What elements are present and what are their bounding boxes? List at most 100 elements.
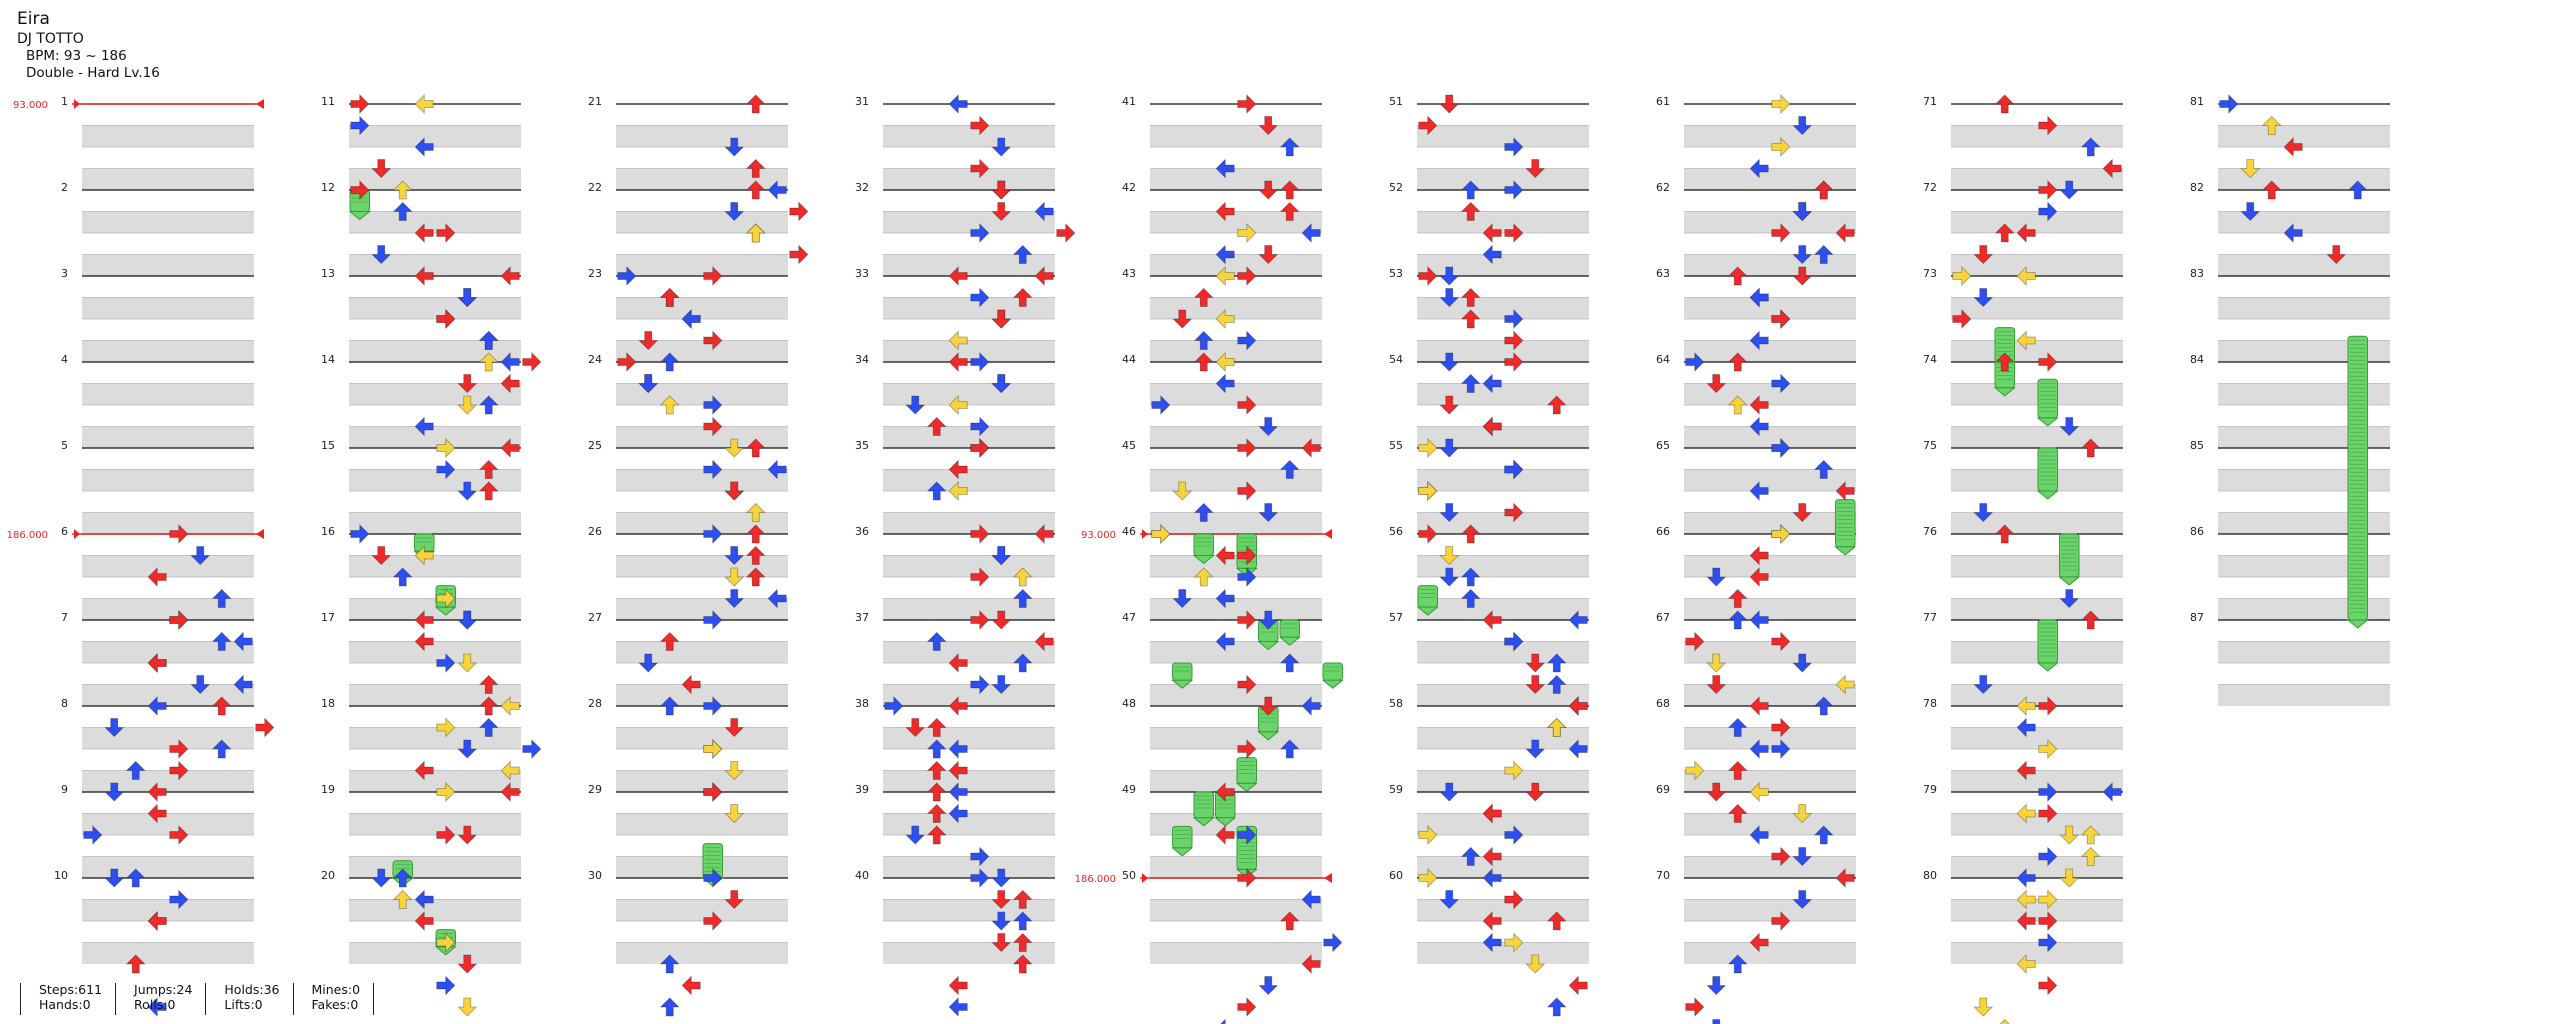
measure-number: 4 bbox=[61, 353, 68, 366]
beat-stripe bbox=[349, 340, 521, 362]
step-arrow-sixteenth bbox=[1999, 1018, 2010, 1024]
step-arrow-eighth bbox=[991, 911, 1012, 931]
step-arrow-quarter bbox=[436, 825, 456, 845]
arrow-shape bbox=[2059, 868, 2080, 888]
step-arrow-quarter bbox=[1034, 266, 1054, 286]
step-arrow-quarter bbox=[1546, 395, 1567, 415]
step-arrow-sixteenth bbox=[392, 889, 413, 909]
step-arrow-quarter bbox=[659, 631, 680, 651]
step-arrow-eighth bbox=[1215, 244, 1235, 265]
arrow-shape bbox=[926, 825, 947, 845]
step-arrow-quarter bbox=[457, 374, 478, 394]
measure-number: 23 bbox=[588, 267, 602, 280]
beat-stripe bbox=[82, 727, 254, 749]
arrow-shape bbox=[1418, 481, 1438, 501]
measure-16: 16 bbox=[321, 525, 521, 620]
beat-stripe bbox=[2218, 426, 2390, 448]
arrow-shape bbox=[2038, 115, 2058, 136]
step-arrow-eighth bbox=[190, 675, 211, 695]
step-arrow-eighth bbox=[1258, 610, 1279, 630]
arrow-shape bbox=[2016, 760, 2036, 781]
arrow-shape bbox=[681, 674, 701, 695]
arrow-shape bbox=[2038, 975, 2058, 996]
arrow-shape bbox=[2283, 223, 2303, 243]
arrow-shape bbox=[350, 180, 370, 200]
stats-bar: Steps:611 Hands:0 Jumps:24 Rolls:0 Holds:36 L… bbox=[20, 982, 375, 1015]
step-arrow-eighth bbox=[457, 610, 478, 630]
step-arrow-eighth bbox=[457, 739, 478, 759]
measure-number: 59 bbox=[1389, 783, 1403, 796]
arrow-shape bbox=[948, 653, 968, 673]
beat-stripe bbox=[1150, 297, 1322, 319]
beat-stripe bbox=[1417, 770, 1589, 792]
hold-tail bbox=[1171, 847, 1194, 857]
beat-stripe bbox=[1684, 168, 1856, 190]
beat-stripe bbox=[616, 297, 788, 319]
arrow-shape bbox=[2261, 115, 2282, 135]
step-arrow-eighth bbox=[1439, 352, 1460, 372]
measure-number: 57 bbox=[1389, 611, 1403, 624]
step-arrow-eighth bbox=[1727, 954, 1748, 974]
measure-27: 27 bbox=[588, 611, 788, 706]
step-arrow-eighth bbox=[1749, 739, 1769, 759]
step-arrow-quarter bbox=[1215, 201, 1235, 222]
bpm-label: 186.000 bbox=[7, 530, 48, 541]
step-arrow-sixteenth bbox=[2261, 115, 2282, 135]
beat-stripe bbox=[1684, 555, 1856, 577]
step-arrow-quarter bbox=[1279, 180, 1300, 200]
arrow-shape bbox=[1439, 352, 1460, 372]
beat-stripe bbox=[1150, 555, 1322, 577]
measure-52: 52 bbox=[1389, 181, 1589, 276]
beat-stripe bbox=[1150, 727, 1322, 749]
bpm-change-marker: 93.000 bbox=[13, 99, 264, 111]
step-arrow-eighth bbox=[703, 395, 723, 415]
step-arrow-eighth bbox=[211, 739, 232, 759]
measure-number: 51 bbox=[1389, 95, 1403, 108]
step-arrow-quarter bbox=[147, 567, 167, 587]
arrow-shape bbox=[767, 180, 787, 200]
beat-stripe bbox=[82, 383, 254, 405]
step-arrow-sixteenth bbox=[2016, 954, 2036, 974]
step-arrow-quarter bbox=[2102, 158, 2122, 179]
step-arrow-quarter bbox=[1771, 911, 1791, 931]
measure-number: 40 bbox=[855, 869, 869, 882]
arrow-shape bbox=[2016, 330, 2036, 351]
hold-note bbox=[1416, 585, 1439, 616]
beat-stripe bbox=[883, 297, 1055, 319]
hold-tail bbox=[1834, 546, 1857, 556]
arrow-shape bbox=[2038, 889, 2058, 910]
bpm-range: BPM: 93 ~ 186 bbox=[26, 48, 127, 64]
step-arrow-eighth bbox=[125, 868, 146, 888]
measure-number: 87 bbox=[2190, 611, 2204, 624]
arrow-shape bbox=[1418, 438, 1438, 458]
measure-3: 3 bbox=[61, 267, 254, 362]
step-arrow-eighth bbox=[1813, 696, 1834, 716]
step-arrow-quarter bbox=[2038, 975, 2058, 996]
step-arrow-quarter bbox=[1771, 846, 1791, 867]
step-arrow-quarter bbox=[1749, 932, 1769, 953]
step-arrow-sixteenth bbox=[2016, 696, 2036, 716]
measure-17: 17 bbox=[321, 611, 521, 706]
arrow-shape bbox=[1258, 245, 1279, 265]
bpm-flag bbox=[256, 99, 264, 109]
bpm-label: 186.000 bbox=[1075, 874, 1116, 885]
step-arrow-quarter bbox=[1258, 116, 1279, 136]
step-arrow-eighth bbox=[522, 739, 542, 759]
step-arrow-sixteenth bbox=[2080, 825, 2101, 845]
step-arrow-eighth bbox=[436, 459, 456, 480]
beat-stripe bbox=[616, 813, 788, 835]
measure-78: 78 bbox=[1923, 697, 2123, 792]
beat-stripe bbox=[82, 125, 254, 147]
arrow-shape bbox=[436, 653, 456, 673]
step-arrow-eighth bbox=[190, 546, 211, 566]
step-arrow-eighth bbox=[1482, 868, 1502, 888]
arrow-shape bbox=[1546, 997, 1567, 1017]
arrow-shape bbox=[1727, 954, 1748, 974]
arrow-shape bbox=[2059, 417, 2080, 437]
step-arrow-eighth bbox=[414, 416, 434, 437]
measure-number: 54 bbox=[1389, 353, 1403, 366]
step-arrow-eighth bbox=[1504, 180, 1524, 200]
arrow-shape bbox=[2038, 846, 2058, 867]
step-arrow-eighth bbox=[2347, 180, 2368, 200]
step-arrow-eighth bbox=[1301, 223, 1321, 243]
